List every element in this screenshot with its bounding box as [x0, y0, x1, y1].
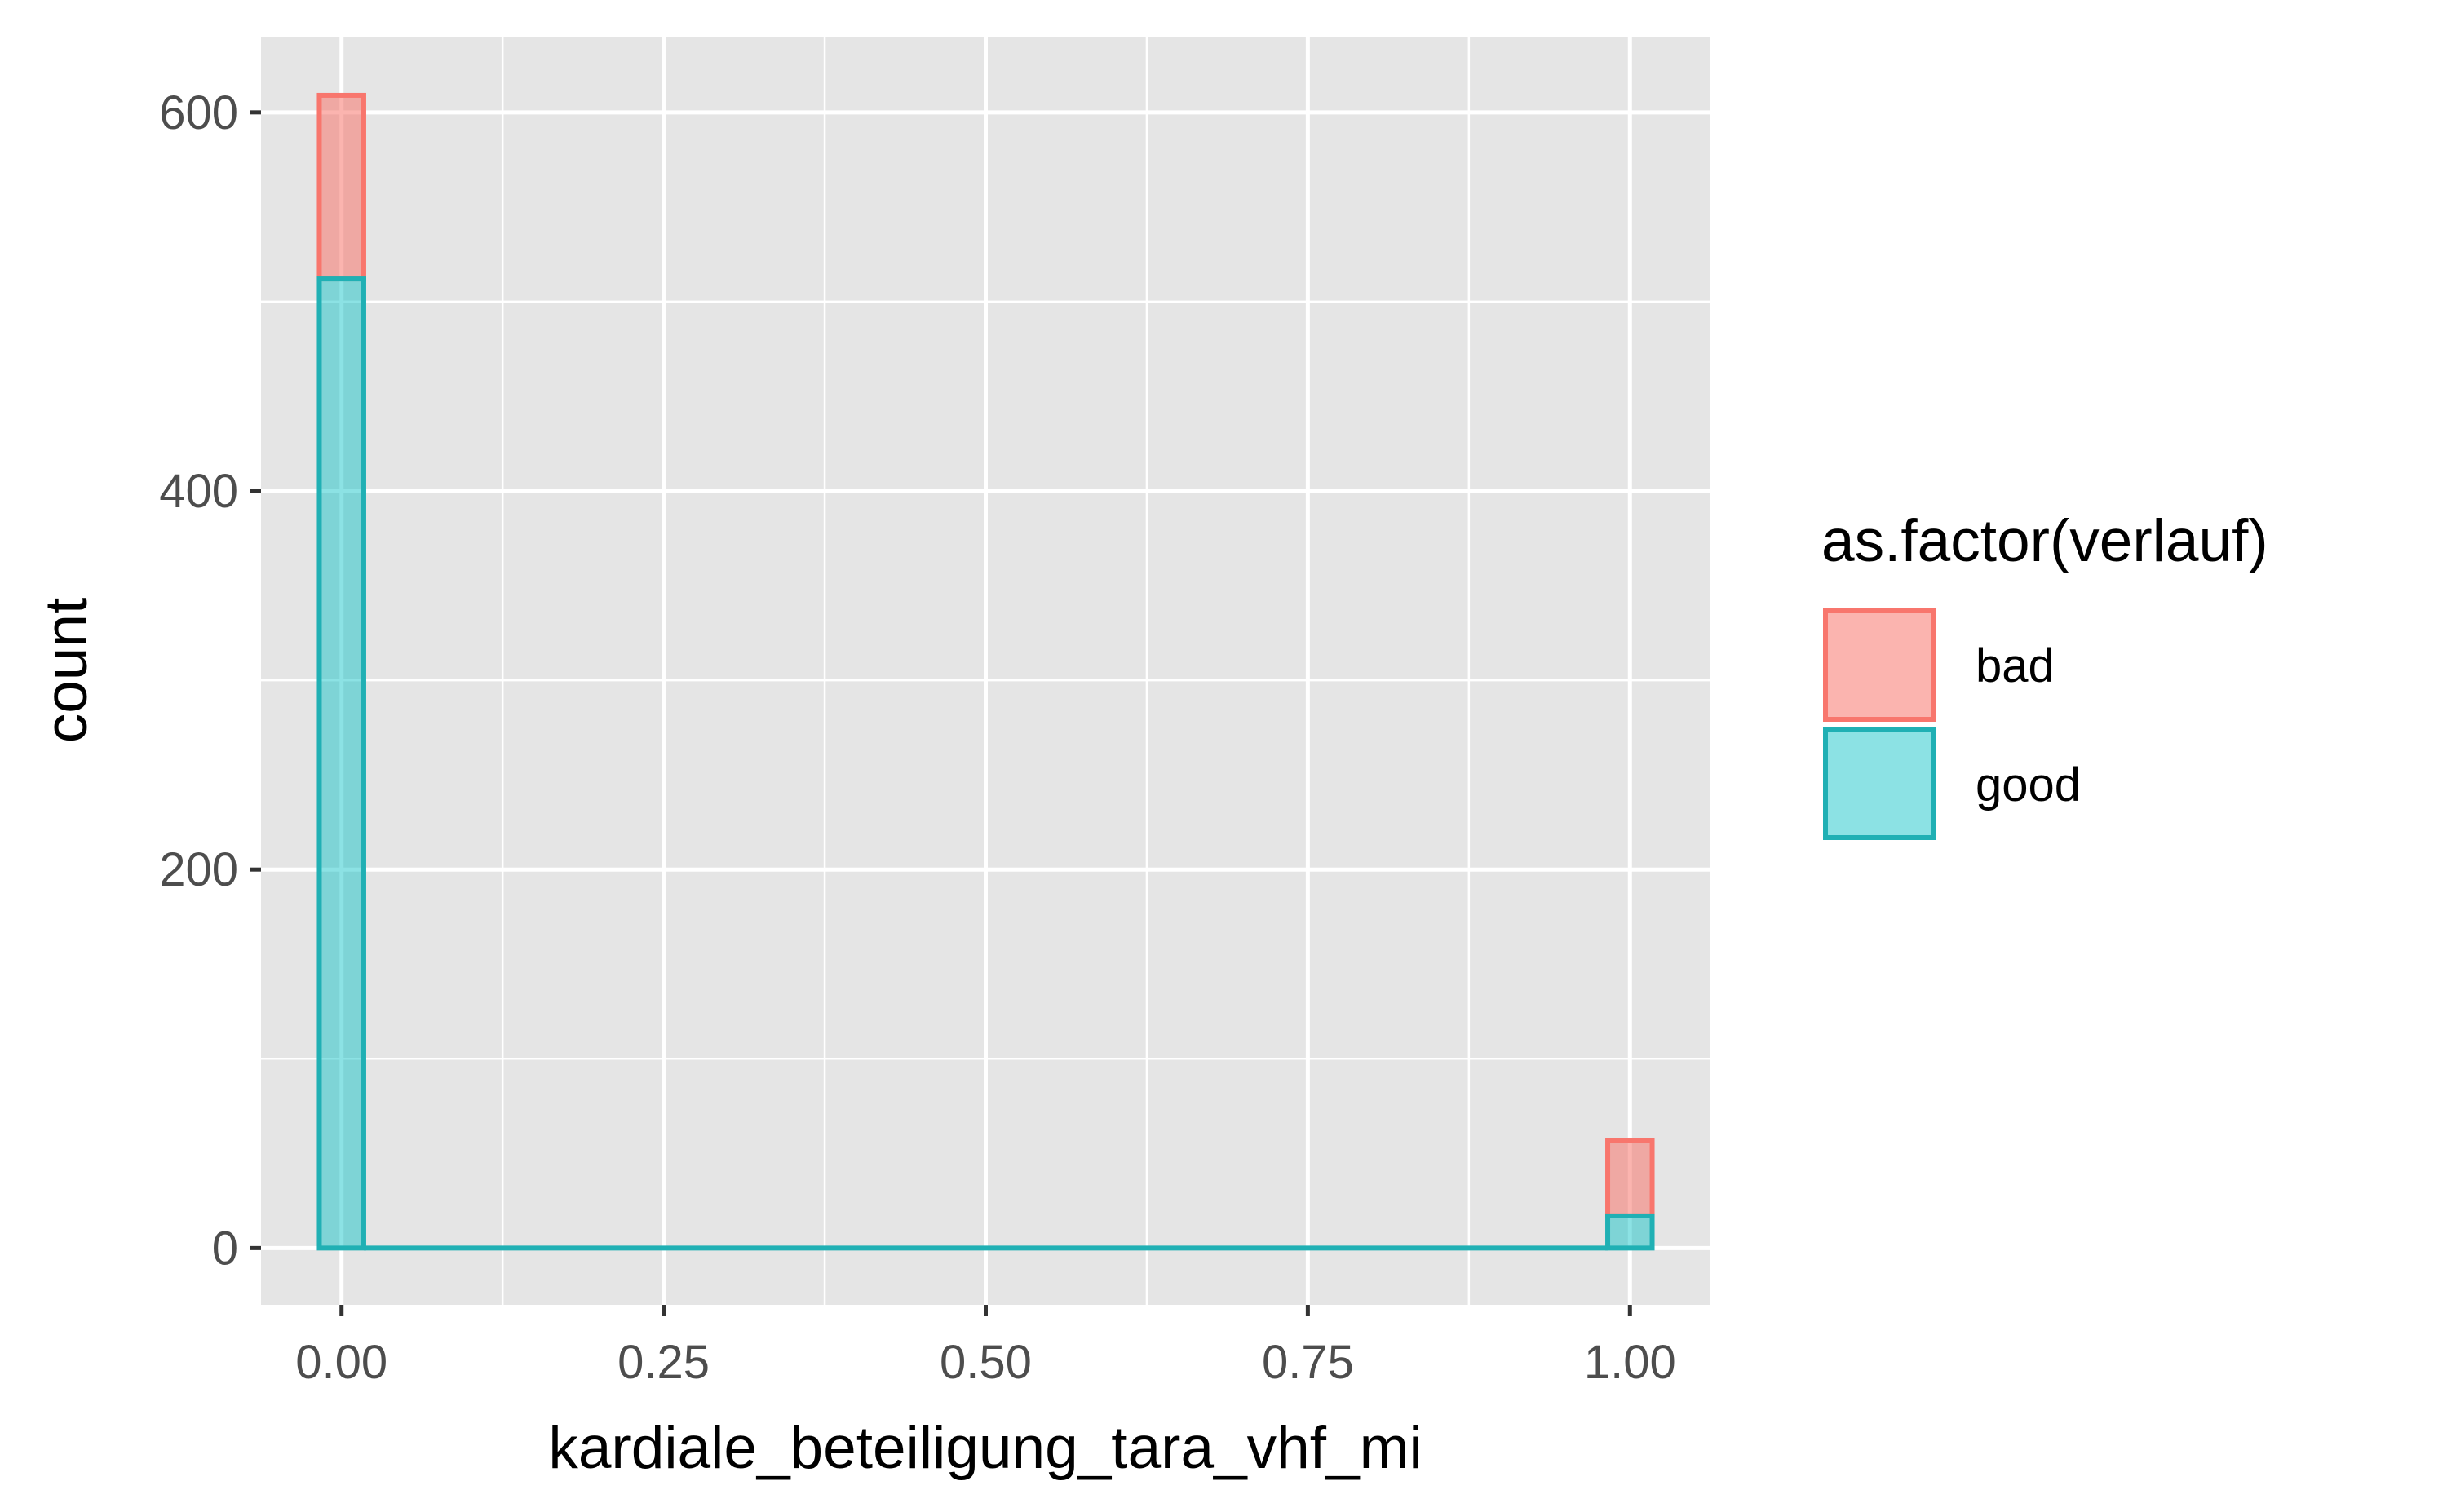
y-axis-title: count	[33, 598, 100, 744]
y-tick-label: 400	[159, 465, 238, 518]
legend-key-bad	[1823, 608, 1936, 722]
x-axis: 0.00 0.25 0.50 0.75 1.00	[295, 1305, 1676, 1389]
legend-key-good	[1823, 727, 1936, 840]
legend-title: as.factor(verlauf)	[1821, 508, 2268, 574]
x-tick-label: 0.50	[940, 1336, 1032, 1389]
x-tick-label: 0.00	[295, 1336, 387, 1389]
x-axis-title: kardiale_beteiligung_tara_vhf_mi	[548, 1415, 1422, 1481]
x-tick-label: 0.25	[617, 1336, 710, 1389]
x-tick-label: 1.00	[1584, 1336, 1676, 1389]
bar-good-1	[1605, 1213, 1655, 1251]
y-tick-label: 200	[159, 843, 238, 896]
y-tick-label: 0	[212, 1222, 238, 1275]
bar-bad-0	[316, 92, 366, 282]
bars-layer	[316, 92, 1655, 1251]
legend-label-good: good	[1976, 758, 2081, 811]
x-tick-label: 0.75	[1262, 1336, 1354, 1389]
y-tick-label: 600	[159, 86, 238, 139]
legend-label-bad: bad	[1976, 639, 2055, 692]
y-axis: 0 200 400 600	[159, 86, 261, 1275]
bar-good-0	[316, 276, 366, 1251]
legend: as.factor(verlauf) bad good	[1821, 508, 2268, 840]
bar-bad-1	[1605, 1138, 1655, 1218]
